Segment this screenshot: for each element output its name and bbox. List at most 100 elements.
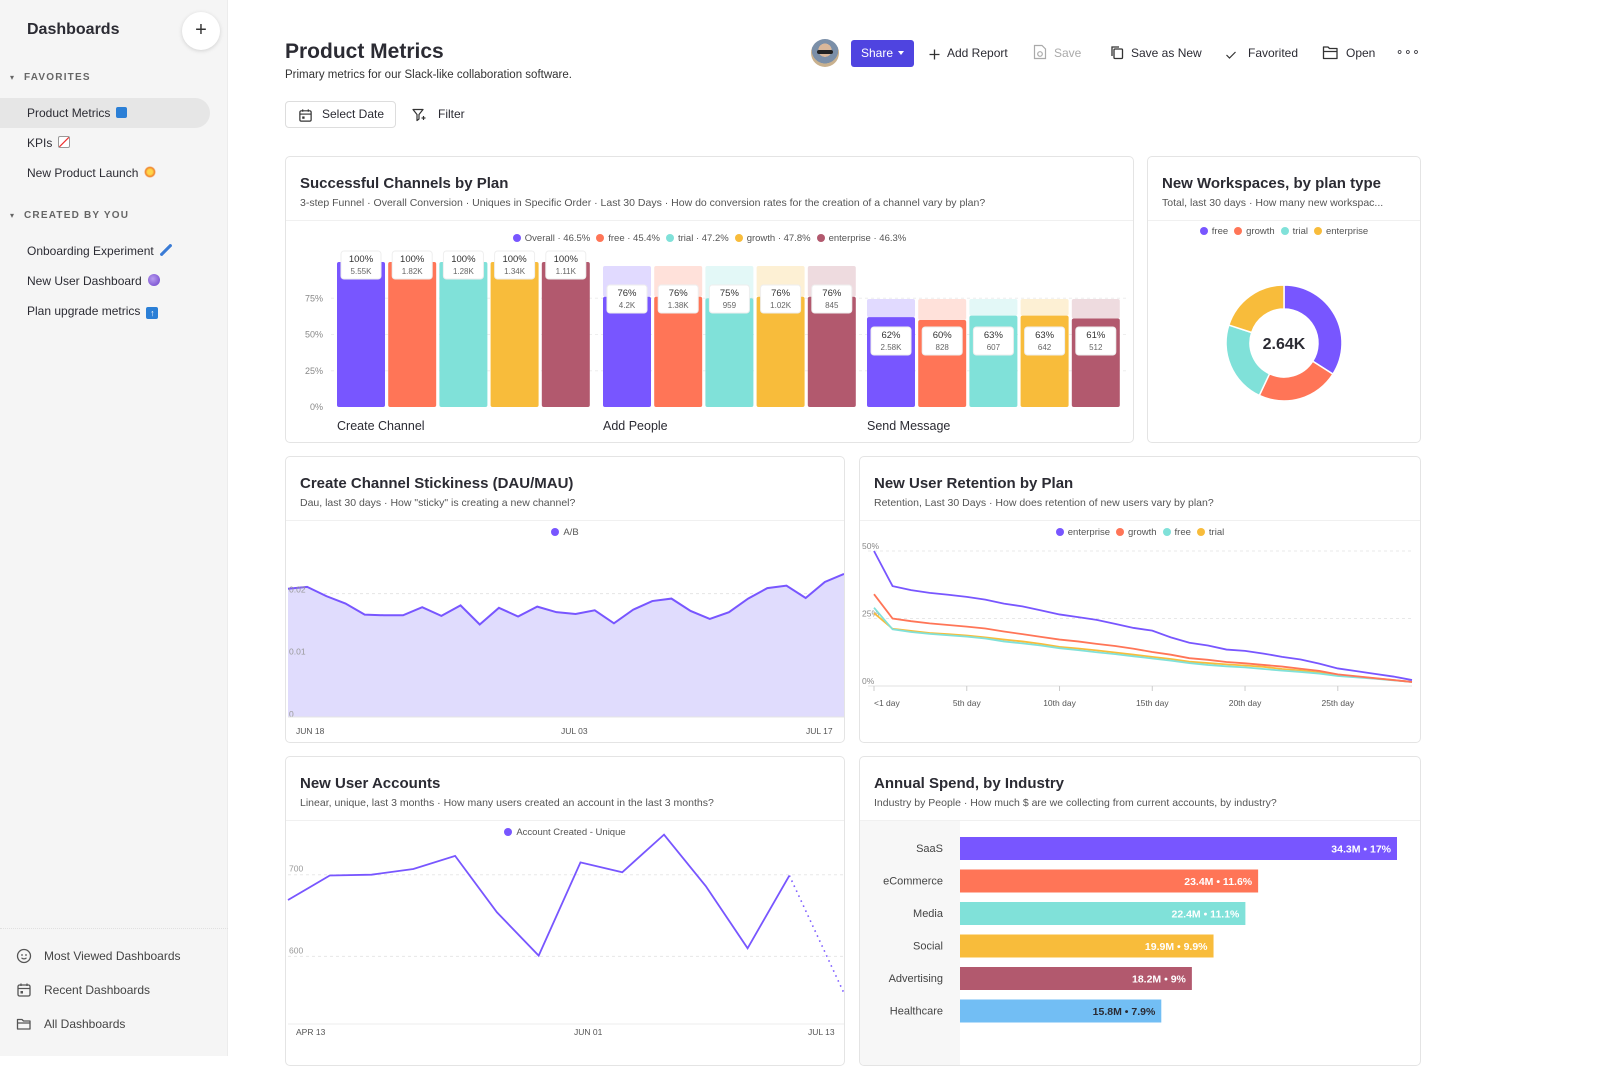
legend-item[interactable]: free · 45.4% bbox=[596, 233, 660, 244]
y-tick-label: 0.02 bbox=[289, 585, 306, 595]
bar bbox=[603, 296, 651, 407]
legend-label: Overall · 46.5% bbox=[524, 233, 591, 244]
card-title[interactable]: New User Retention by Plan bbox=[874, 475, 1074, 492]
card-title[interactable]: New Workspaces, by plan type bbox=[1162, 175, 1381, 192]
x-tick-label: JUL 13 bbox=[808, 1027, 835, 1037]
chart-legend: A/B bbox=[286, 527, 844, 538]
save-as-new-button[interactable]: Save as New bbox=[1110, 40, 1202, 67]
legend-item[interactable]: growth bbox=[1234, 226, 1275, 237]
add-report-button[interactable]: Add Report bbox=[929, 40, 1008, 67]
data-label-count: 512 bbox=[1089, 343, 1103, 352]
retention-line-chart: 0% 25% 50% <1 day 5th day 10th day 15th day 20t… bbox=[862, 541, 1413, 708]
legend-item[interactable]: free bbox=[1162, 527, 1191, 538]
pencil-emoji-icon bbox=[159, 244, 172, 256]
card-retention: New User Retention by Plan Retention, La… bbox=[859, 456, 1421, 743]
data-label-box bbox=[921, 326, 963, 356]
open-button[interactable]: Open bbox=[1322, 40, 1375, 67]
data-label-count: 845 bbox=[825, 301, 839, 310]
all-dashboards-link[interactable]: All Dashboards bbox=[16, 1013, 125, 1035]
card-divider bbox=[286, 820, 844, 821]
y-tick-label: 75% bbox=[305, 293, 323, 303]
sidebar-title: Dashboards bbox=[27, 21, 120, 38]
chart-legend: Account Created - Unique bbox=[286, 827, 844, 838]
card-title[interactable]: New User Accounts bbox=[300, 775, 441, 792]
legend-item[interactable]: enterprise bbox=[1055, 527, 1111, 538]
save-button[interactable]: Save bbox=[1033, 40, 1081, 67]
legend-item[interactable]: enterprise bbox=[1313, 226, 1369, 237]
sidebar-item-kpis[interactable]: KPIs bbox=[0, 128, 210, 158]
bar bbox=[388, 262, 437, 407]
save-icon bbox=[1033, 44, 1047, 60]
legend-label: enterprise bbox=[1067, 527, 1111, 538]
chart-legend: enterprise growth free trial bbox=[860, 527, 1420, 538]
series-line bbox=[873, 593, 1413, 683]
sidebar-item-plan-upgrade-metrics[interactable]: Plan upgrade metrics ↑ bbox=[0, 296, 210, 326]
area-line bbox=[287, 573, 844, 626]
select-date-button[interactable]: Select Date bbox=[285, 101, 396, 128]
bar bbox=[439, 262, 488, 407]
category-label: eCommerce bbox=[883, 876, 943, 888]
data-label-box bbox=[1024, 326, 1066, 356]
sidebar-item-new-product-launch[interactable]: New Product Launch bbox=[0, 158, 210, 188]
caret-down-icon: ▾ bbox=[10, 211, 16, 220]
x-tick-label: JUN 18 bbox=[296, 726, 325, 736]
favorites-section-header[interactable]: ▾ FAVORITES bbox=[10, 72, 91, 83]
legend-label: free bbox=[1211, 226, 1229, 237]
donut-chart: 2.64K bbox=[1225, 284, 1343, 402]
card-annual-spend: Annual Spend, by Industry Industry by Pe… bbox=[859, 756, 1421, 1066]
user-avatar[interactable] bbox=[811, 39, 839, 67]
bar-value-label: 22.4M • 11.1% bbox=[1171, 909, 1240, 921]
x-tick-label: 10th day bbox=[1043, 698, 1076, 708]
legend-item[interactable]: growth · 47.8% bbox=[734, 233, 811, 244]
card-title[interactable]: Create Channel Stickiness (DAU/MAU) bbox=[300, 475, 574, 492]
x-tick-label: 15th day bbox=[1136, 698, 1169, 708]
x-tick-label: <1 day bbox=[874, 698, 901, 708]
add-dashboard-button[interactable]: + bbox=[182, 12, 220, 50]
data-label-count: 607 bbox=[987, 343, 1001, 352]
sidebar-item-onboarding-experiment[interactable]: Onboarding Experiment bbox=[0, 236, 210, 266]
x-tick-label: 20th day bbox=[1229, 698, 1262, 708]
legend-item[interactable]: A/B bbox=[551, 527, 579, 538]
sidebar-item-product-metrics[interactable]: Product Metrics bbox=[0, 98, 210, 128]
favorited-button[interactable]: Favorited bbox=[1225, 40, 1298, 67]
card-new-user-accounts: New User Accounts Linear, unique, last 3… bbox=[285, 756, 845, 1066]
data-label-percent: 61% bbox=[1086, 330, 1106, 341]
legend-item[interactable]: free bbox=[1199, 226, 1229, 237]
card-divider bbox=[1148, 220, 1420, 221]
legend-item[interactable]: Account Created - Unique bbox=[504, 827, 626, 838]
dropoff-bar bbox=[867, 299, 915, 318]
sidebar-item-new-user-dashboard[interactable]: New User Dashboard bbox=[0, 266, 210, 296]
legend-label: enterprise bbox=[1325, 226, 1369, 237]
legend-item[interactable]: enterprise · 46.3% bbox=[816, 233, 906, 244]
x-tick-label: JUL 17 bbox=[806, 726, 833, 736]
x-tick-label: 25th day bbox=[1321, 698, 1354, 708]
sidebar-item-label: Onboarding Experiment bbox=[27, 244, 154, 258]
favorited-label: Favorited bbox=[1248, 46, 1299, 60]
created-by-you-section-header[interactable]: ▾ CREATED BY YOU bbox=[10, 210, 129, 221]
more-options-button[interactable]: ⚬⚬⚬ bbox=[1395, 47, 1421, 59]
bar bbox=[756, 296, 805, 407]
legend-dot bbox=[734, 234, 743, 242]
bar-value-label: 19.9M • 9.9% bbox=[1145, 941, 1208, 953]
legend-item[interactable]: Overall · 46.5% bbox=[512, 233, 591, 244]
filter-button[interactable]: Filter bbox=[412, 101, 465, 128]
x-tick-label: JUL 03 bbox=[561, 726, 588, 736]
legend-dot bbox=[816, 234, 825, 242]
card-title[interactable]: Annual Spend, by Industry bbox=[874, 775, 1065, 792]
legend-item[interactable]: trial bbox=[1196, 527, 1224, 538]
recent-dashboards-link[interactable]: Recent Dashboards bbox=[16, 979, 150, 1001]
link-label: Recent Dashboards bbox=[44, 983, 151, 997]
card-title[interactable]: Successful Channels by Plan bbox=[300, 175, 509, 192]
calendar-icon bbox=[17, 983, 31, 997]
data-label-percent: 100% bbox=[349, 254, 374, 265]
legend-item[interactable]: growth bbox=[1116, 527, 1157, 538]
legend-item[interactable]: trial · 47.2% bbox=[666, 233, 729, 244]
legend-dot bbox=[1280, 227, 1289, 235]
page-description: Primary metrics for our Slack-like colla… bbox=[285, 69, 572, 81]
most-viewed-dashboards-link[interactable]: Most Viewed Dashboards bbox=[16, 945, 181, 967]
legend-item[interactable]: trial bbox=[1280, 226, 1308, 237]
data-label-box bbox=[708, 284, 750, 314]
share-button[interactable]: Share bbox=[851, 40, 914, 67]
series-line bbox=[873, 612, 1413, 683]
copy-icon bbox=[1111, 46, 1124, 60]
